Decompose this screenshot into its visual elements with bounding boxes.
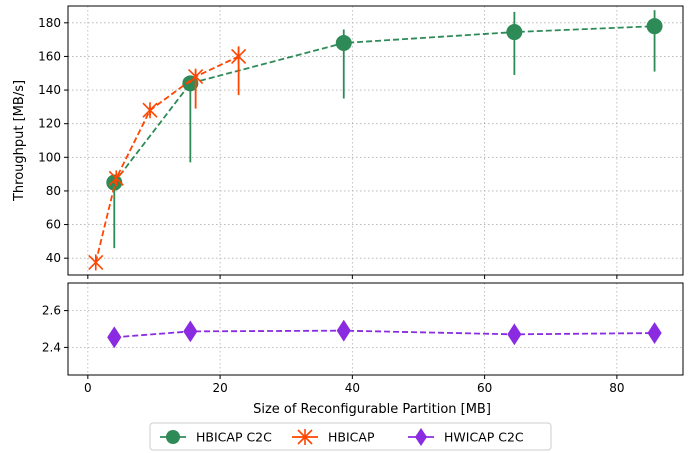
- y-tick-label: 80: [46, 184, 61, 198]
- series-hbicap-c2c-point-3: [506, 24, 523, 41]
- series-hbicap: [88, 46, 247, 271]
- y-tick-label: 180: [38, 16, 61, 30]
- bottom-grid: [68, 283, 683, 375]
- series-hwicap-c2c-point-2: [336, 319, 351, 342]
- top-y-ticks: 40 60 80 100 120 140 160 180: [38, 16, 68, 265]
- y-tick-label: 2.6: [42, 304, 61, 318]
- series-hwicap-c2c-point-1: [183, 320, 198, 343]
- legend-entry-hbicap: HBICAP: [292, 429, 375, 445]
- series-hbicap-point-2: [142, 102, 158, 119]
- legend-entry-hwicap-c2c: HWICAP C2C: [408, 428, 524, 446]
- x-axis-label: Size of Reconfigurable Partition [MB]: [253, 402, 491, 417]
- top-x-ticks: [87, 275, 618, 279]
- bottom-axes-frame: [67, 282, 684, 376]
- series-hbicap-point-1: [108, 170, 124, 187]
- legend: HBICAP C2C HBICAP HWICAP C2C: [149, 422, 552, 451]
- series-hbicap-c2c-point-2: [335, 34, 352, 51]
- top-panel: 40 60 80 100 120 140 160 180 Throughput [MB/s]: [12, 5, 684, 279]
- series-hwicap-c2c-point-3: [507, 323, 522, 346]
- bottom-x-ticks: 0 20 40 60 80: [84, 375, 625, 395]
- legend-entries: HBICAP C2C HBICAP HWICAP C2C: [160, 428, 524, 446]
- x-tick-label: 0: [84, 381, 92, 395]
- legend-label: HBICAP C2C: [196, 430, 272, 445]
- series-hbicap-point-3: [188, 68, 204, 85]
- legend-label: HBICAP: [328, 430, 375, 445]
- y-tick-label: 60: [46, 218, 61, 232]
- legend-entry-hbicap-c2c: HBICAP C2C: [160, 430, 272, 445]
- y-tick-label: 160: [38, 49, 61, 63]
- y-tick-label: 40: [46, 251, 61, 265]
- y-tick-label: 100: [38, 150, 61, 164]
- y-tick-label: 120: [38, 117, 61, 131]
- y-tick-label: 140: [38, 83, 61, 97]
- x-tick-label: 80: [609, 381, 624, 395]
- bottom-series: [107, 319, 662, 349]
- x-tick-label: 20: [212, 381, 227, 395]
- top-axes-frame: [67, 5, 684, 276]
- x-tick-label: 40: [345, 381, 360, 395]
- bottom-y-ticks: 2.4 2.6: [42, 304, 68, 354]
- legend-box: [149, 422, 552, 451]
- series-hbicap-c2c-point-1: [182, 75, 199, 92]
- series-hbicap-c2c: [106, 10, 663, 249]
- series-hbicap-c2c-point-4: [646, 18, 663, 35]
- series-hbicap-point-0: [88, 254, 104, 271]
- series-hwicap-c2c: [107, 319, 662, 349]
- top-grid: [68, 6, 683, 275]
- top-series: [88, 10, 663, 271]
- legend-marker-diamond-icon: [415, 428, 427, 446]
- series-hbicap-point-4: [231, 48, 247, 65]
- y-tick-label: 2.4: [42, 340, 61, 354]
- legend-marker-circle-icon: [166, 430, 180, 444]
- bottom-panel: 2.4 2.6 0 20 40 60 80 Size of Reconfigurable …: [42, 282, 684, 417]
- series-hwicap-c2c-point-4: [647, 322, 662, 344]
- x-tick-label: 60: [477, 381, 492, 395]
- y-axis-label: Throughput [MB/s]: [12, 80, 27, 202]
- series-hwicap-c2c-point-0: [107, 326, 122, 349]
- legend-marker-x-star-icon: [297, 429, 313, 445]
- legend-label: HWICAP C2C: [444, 430, 524, 445]
